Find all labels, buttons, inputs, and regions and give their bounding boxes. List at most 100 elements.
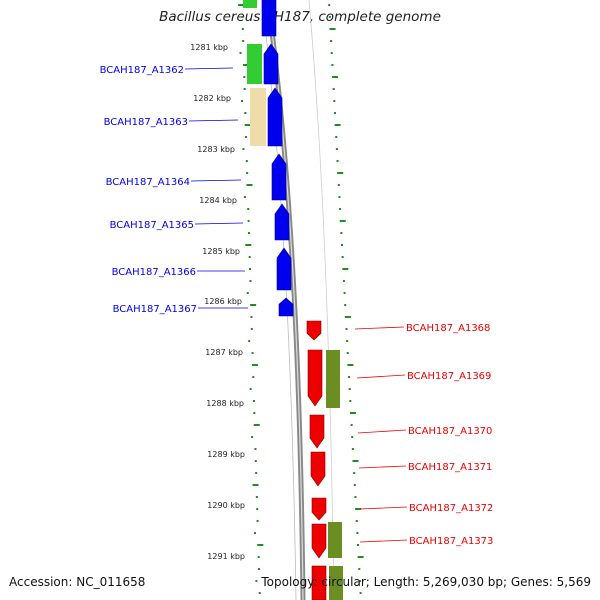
cog-block (326, 350, 340, 408)
gc-dot (249, 280, 252, 282)
reverse-gene-label: BCAH187_A1372 (409, 503, 493, 514)
gc-dot (243, 88, 246, 90)
gc-dot (247, 232, 250, 234)
forward-gene-arrow (263, 43, 279, 85)
reverse-gene-arrow (309, 414, 325, 449)
gc-dot (243, 76, 246, 78)
gc-dot (351, 436, 354, 438)
cog-block (243, 0, 257, 8)
reverse-gene-arrow (311, 565, 327, 600)
position-ruler: 1281 kbp 1282 kbp 1283 kbp 1284 kbp 1285 kbp… (190, 43, 245, 561)
gc-dot (351, 448, 354, 450)
gc-dot (330, 40, 333, 42)
gc-dot (339, 220, 346, 222)
ruler-tick-label: 1283 kbp (197, 145, 235, 154)
gc-dot (252, 484, 259, 486)
ruler-tick-label: 1289 kbp (207, 450, 245, 459)
cog-track (243, 0, 343, 600)
gc-dot (328, 4, 331, 6)
gc-dot (253, 400, 255, 402)
forward-gene-label: BCAH187_A1366 (112, 267, 196, 278)
reverse-gene-arrow (310, 451, 326, 487)
forward-gene-arrow (261, 0, 277, 37)
gc-dot (341, 244, 344, 246)
forward-gene-arrow (271, 153, 287, 201)
gene-label-leader (359, 506, 408, 510)
forward-gene-label: BCAH187_A1367 (113, 304, 197, 315)
gc-dot (332, 88, 335, 90)
reverse-gene-label: BCAH187_A1369 (407, 371, 491, 382)
gc-dot (348, 376, 351, 378)
gc-dot (339, 208, 342, 210)
ruler-tick-label: 1281 kbp (190, 43, 228, 52)
gc-dot (241, 28, 244, 30)
ruler-tick-label: 1287 kbp (205, 348, 243, 357)
gc-dot (350, 424, 353, 426)
gc-dot (353, 472, 356, 474)
gc-dot (336, 160, 339, 162)
gc-dot (333, 100, 336, 102)
gc-dot (242, 148, 245, 150)
gene-label-leader (358, 465, 407, 469)
ruler-tick-label: 1286 kbp (204, 297, 242, 306)
gc-dot (357, 544, 360, 546)
gene-label-leader (194, 222, 244, 225)
gc-dot (250, 304, 257, 306)
gc-dot (251, 436, 254, 438)
gc-dot (333, 112, 336, 114)
gc-dot (244, 112, 247, 114)
ruler-tick-label: 1285 kbp (202, 247, 240, 256)
gc-dot (352, 460, 359, 462)
gc-dot (349, 412, 356, 414)
gc-dot (338, 196, 341, 198)
gc-dot (254, 460, 257, 462)
gc-dot (353, 484, 356, 486)
reverse-gene-arrow (307, 349, 323, 407)
gc-dot (355, 520, 358, 522)
reverse-gene-label: BCAH187_A1370 (408, 426, 492, 437)
ruler-tick-label: 1291 kbp (207, 552, 245, 561)
gc-dot (347, 364, 354, 366)
reverse-gene-label: BCAH187_A1368 (406, 323, 490, 334)
gc-dot (252, 376, 255, 378)
gc-dot (255, 496, 258, 498)
gc-dot (238, 4, 245, 6)
gc-dot (358, 568, 361, 570)
gc-dot (247, 220, 250, 222)
gene-track (261, 0, 327, 600)
cog-block (329, 566, 343, 600)
gc-dot (245, 136, 248, 138)
reverse-gene-arrow (311, 497, 327, 521)
forward-gene-arrow (267, 87, 283, 147)
forward-gene-label: BCAH187_A1363 (104, 117, 188, 128)
gc-dot (239, 52, 242, 54)
gc-dot (358, 580, 361, 582)
gc-dot (356, 532, 359, 534)
forward-gene-arrow (274, 203, 290, 241)
gene-labels: BCAH187_A1362 BCAH187_A1363 BCAH187_A1364 B… (100, 65, 494, 547)
gc-dot (242, 64, 249, 66)
cog-block (247, 44, 262, 84)
reverse-gene-label: BCAH187_A1373 (409, 536, 493, 547)
gc-dot (256, 508, 259, 510)
ruler-tick-label: 1290 kbp (207, 501, 245, 510)
gc-dot (344, 316, 351, 318)
gc-dot (249, 268, 252, 270)
gc-dot (346, 340, 349, 342)
gene-label-leader (356, 374, 406, 379)
gc-dot (250, 328, 253, 330)
gc-dot (247, 208, 250, 210)
gc-dot (256, 520, 259, 522)
gc-dot (258, 592, 261, 594)
gene-label-leader (190, 179, 242, 182)
gc-dot (251, 364, 258, 366)
gene-label-leader (359, 539, 408, 543)
gc-dot (359, 592, 362, 594)
gc-dot (248, 340, 251, 342)
forward-gene-arrow (278, 297, 294, 317)
gc-dot (328, 16, 331, 18)
gc-dot (337, 184, 340, 186)
gc-dot (342, 280, 345, 282)
gc-dot (249, 388, 252, 390)
